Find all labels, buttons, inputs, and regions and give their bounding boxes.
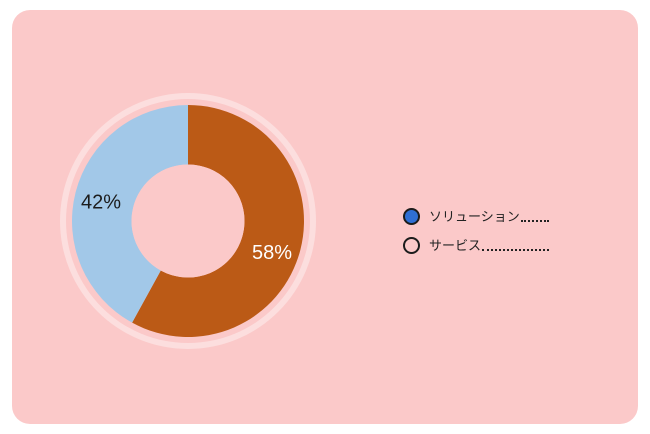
- svg-text:58%: 58%: [252, 242, 292, 264]
- svg-text:42%: 42%: [81, 192, 121, 214]
